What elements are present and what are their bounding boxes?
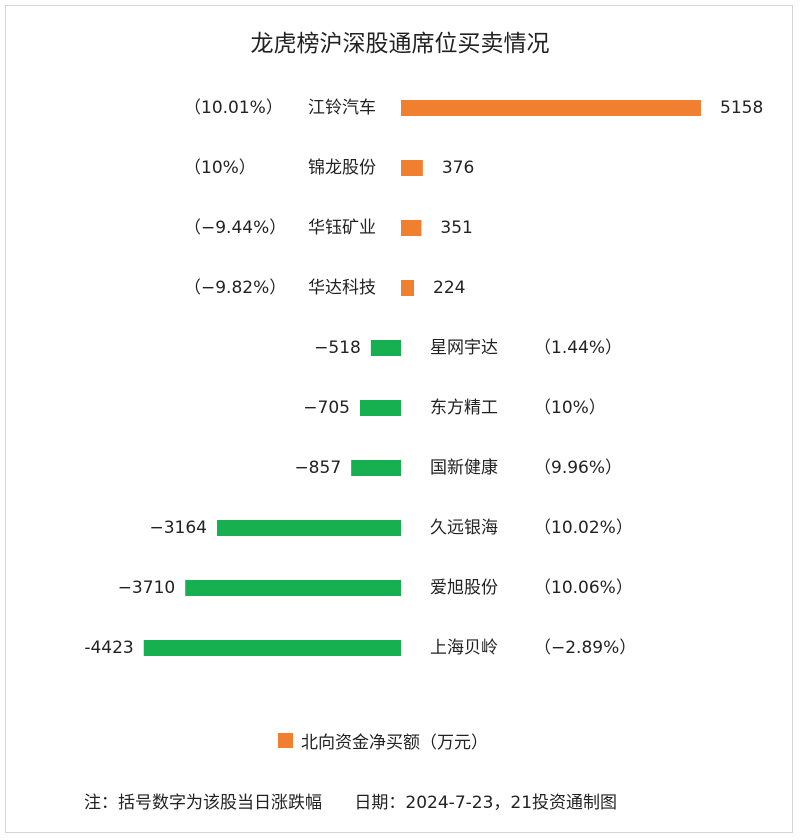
data-label: 351 bbox=[440, 218, 472, 238]
legend-label: 北向资金净买额（万元） bbox=[301, 733, 488, 753]
bar bbox=[401, 160, 423, 176]
change-label: （−9.82%） bbox=[184, 278, 286, 298]
bar bbox=[370, 340, 401, 356]
bar bbox=[359, 400, 401, 416]
change-label: （1.44%） bbox=[534, 338, 622, 358]
category-label: 锦龙股份 bbox=[308, 158, 376, 178]
category-label: 上海贝岭 bbox=[430, 638, 498, 658]
change-label: （10.02%） bbox=[534, 518, 633, 538]
data-label: 376 bbox=[442, 158, 474, 178]
change-label: （10%） bbox=[184, 158, 256, 178]
change-label: （−2.89%） bbox=[534, 638, 636, 658]
footnote: 注：括号数字为该股当日涨跌幅 日期：2024-7-23，21投资通制图 bbox=[84, 793, 618, 813]
bar bbox=[401, 280, 415, 296]
data-label: -4423 bbox=[84, 638, 133, 658]
change-label: （10.06%） bbox=[534, 578, 633, 598]
category-label: 爱旭股份 bbox=[430, 578, 498, 598]
bar bbox=[143, 640, 401, 656]
chart-title: 龙虎榜沪深股通席位买卖情况 bbox=[250, 31, 550, 57]
data-label: −3164 bbox=[149, 518, 207, 538]
data-label: 5158 bbox=[720, 98, 763, 118]
data-label: −705 bbox=[303, 398, 350, 418]
bar-chart: 5158 江铃汽车 （10.01%） 376 锦龙股份 （10%） 351 华钰矿业 （−9.4… bbox=[84, 98, 763, 658]
chart-frame bbox=[5, 5, 793, 833]
category-label: 久远银海 bbox=[430, 518, 498, 538]
bar bbox=[401, 220, 422, 236]
legend-swatch bbox=[278, 733, 293, 748]
bar bbox=[185, 580, 401, 596]
change-label: （10.01%） bbox=[184, 98, 283, 118]
change-label: （10%） bbox=[534, 398, 606, 418]
category-label: 国新健康 bbox=[430, 458, 498, 478]
category-label: 星网宇达 bbox=[430, 338, 498, 358]
category-label: 华达科技 bbox=[308, 278, 376, 298]
bar bbox=[216, 520, 401, 536]
category-label: 华钰矿业 bbox=[308, 218, 376, 238]
data-label: −518 bbox=[314, 338, 361, 358]
data-label: −857 bbox=[294, 458, 341, 478]
category-label: 江铃汽车 bbox=[308, 98, 376, 118]
change-label: （9.96%） bbox=[534, 458, 622, 478]
bar bbox=[401, 100, 701, 116]
data-label: −3710 bbox=[118, 578, 176, 598]
bar bbox=[351, 460, 401, 476]
data-label: 224 bbox=[433, 278, 465, 298]
category-label: 东方精工 bbox=[430, 398, 498, 418]
change-label: （−9.44%） bbox=[184, 218, 286, 238]
legend: 北向资金净买额（万元） bbox=[278, 728, 488, 753]
